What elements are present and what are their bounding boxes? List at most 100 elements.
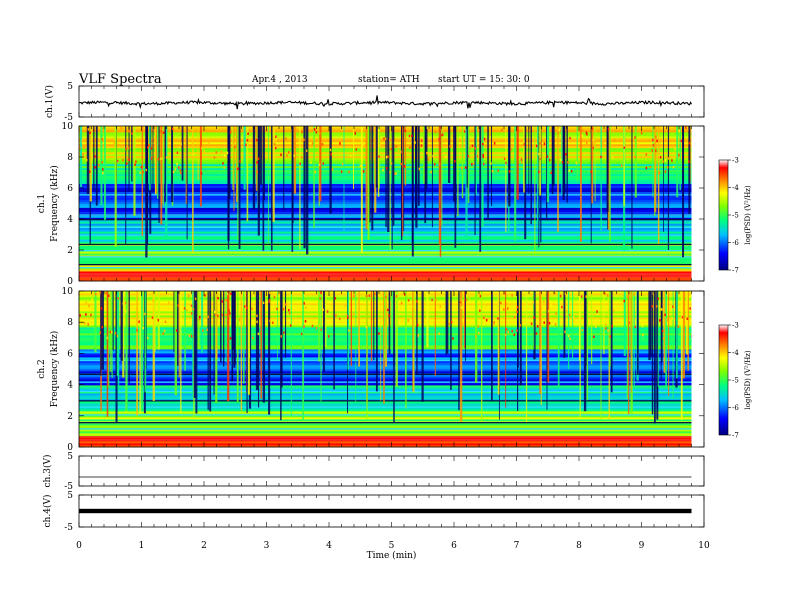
spectrum-speckle — [87, 323, 89, 326]
ch2-spectrogram-nodata — [691, 291, 704, 447]
x-tick-label-9: 9 — [639, 541, 645, 551]
spectrum-speckle — [483, 316, 485, 319]
sferic-spike — [600, 291, 602, 420]
spectrum-speckle — [229, 131, 232, 134]
spectrum-speckle — [365, 294, 368, 298]
spectrum-speckle — [251, 307, 253, 311]
sferic-spike — [675, 291, 678, 379]
spectrum-band — [79, 183, 692, 187]
spectrum-speckle — [593, 335, 595, 339]
spectrum-speckle — [90, 313, 92, 317]
sferic-spike — [533, 291, 535, 350]
spectrum-speckle — [183, 307, 186, 310]
spectrum-speckle — [611, 325, 614, 328]
spectrum-speckle — [420, 155, 422, 159]
spectrum-speckle — [318, 324, 321, 327]
spectrum-band — [79, 391, 692, 394]
spectrum-speckle — [322, 308, 324, 312]
spectrum-speckle — [559, 134, 562, 137]
spectrum-speckle — [109, 330, 112, 334]
ch3-ytick-label-0: 5 — [67, 452, 73, 462]
sferic-spike — [277, 291, 278, 361]
sferic-spike — [263, 126, 265, 201]
spectrum-speckle — [94, 155, 96, 158]
spectrum-speckle — [168, 301, 170, 304]
spectrum-speckle — [99, 291, 101, 294]
spectrum-speckle — [201, 146, 203, 150]
sferic-spike — [388, 291, 391, 355]
spectrum-speckle — [322, 162, 324, 165]
sferic-spike — [290, 291, 292, 417]
spectrum-band — [79, 209, 692, 212]
sferic-spike — [546, 126, 550, 203]
sferic-spike — [95, 126, 98, 206]
spectrum-speckle — [273, 295, 276, 299]
spectrum-speckle — [686, 317, 689, 320]
spectrum-speckle — [246, 306, 248, 310]
sferic-spike — [610, 291, 613, 393]
spectrum-speckle — [472, 162, 475, 165]
sferic-spike — [505, 291, 507, 408]
spectrum-band — [79, 261, 692, 264]
sferic-spike — [538, 126, 540, 248]
spectrum-speckle — [128, 158, 131, 162]
spectrum-speckle — [346, 314, 349, 318]
spectrum-band — [79, 409, 692, 412]
spectrum-speckle — [569, 337, 571, 340]
spectrum-speckle — [310, 161, 312, 164]
x-tick-label-5: 5 — [389, 541, 395, 551]
sferic-spike — [136, 291, 139, 416]
spectrum-band — [79, 405, 692, 408]
sferic-spike — [259, 126, 262, 185]
sferic-spike — [246, 126, 249, 222]
spectrum-speckle — [637, 142, 640, 145]
spectrum-speckle — [101, 137, 104, 141]
spectrum-band — [79, 419, 692, 422]
spectrum-speckle — [221, 313, 223, 317]
spectrum-speckle — [109, 296, 111, 300]
ch1-spectrogram-colorbar-tick-label-2: -5 — [732, 212, 739, 220]
spectrum-band — [79, 403, 692, 406]
sferic-spike — [539, 291, 542, 394]
spectrum-band — [79, 225, 692, 228]
sferic-spike — [184, 291, 186, 371]
sferic-spike — [197, 291, 200, 349]
spectrum-speckle — [283, 331, 285, 334]
spectrum-speckle — [652, 292, 655, 295]
spectrum-speckle — [89, 131, 91, 135]
sferic-spike — [280, 291, 283, 388]
spectrum-speckle — [176, 151, 179, 154]
ch2-spectrogram-colorbar-tick-label-1: -4 — [732, 349, 739, 357]
ch3-ylabel: ch.3(V) — [42, 455, 53, 488]
sferic-spike — [391, 126, 393, 250]
spectrum-speckle — [401, 319, 403, 323]
sferic-spike — [246, 291, 248, 414]
spectrum-speckle — [82, 153, 84, 156]
spectrum-speckle — [252, 336, 254, 340]
spectrum-speckle — [146, 336, 149, 340]
spectrum-speckle — [408, 134, 411, 138]
spectrum-band — [79, 237, 692, 240]
spectrum-speckle — [652, 138, 654, 142]
spectrum-speckle — [266, 323, 268, 326]
sferic-spike — [128, 126, 130, 192]
spectrum-speckle — [508, 170, 511, 173]
sferic-spike — [284, 291, 287, 358]
spectrum-speckle — [180, 142, 182, 146]
sferic-spike — [115, 291, 118, 423]
sferic-spike — [343, 126, 345, 231]
sferic-spike — [467, 126, 470, 203]
spectrum-speckle — [207, 315, 210, 319]
spectrum-speckle — [586, 141, 588, 145]
sferic-spike — [583, 291, 587, 412]
spectrum-speckle — [224, 154, 226, 157]
spectrum-speckle — [192, 152, 195, 156]
sferic-spike — [656, 291, 658, 408]
spectrum-speckle — [428, 318, 431, 322]
spectrum-speckle — [352, 312, 355, 316]
spectrum-line — [79, 194, 692, 196]
spectrum-speckle — [438, 163, 441, 166]
sferic-spike — [594, 126, 596, 201]
sferic-spike — [562, 126, 566, 194]
spectrum-line — [79, 373, 692, 375]
